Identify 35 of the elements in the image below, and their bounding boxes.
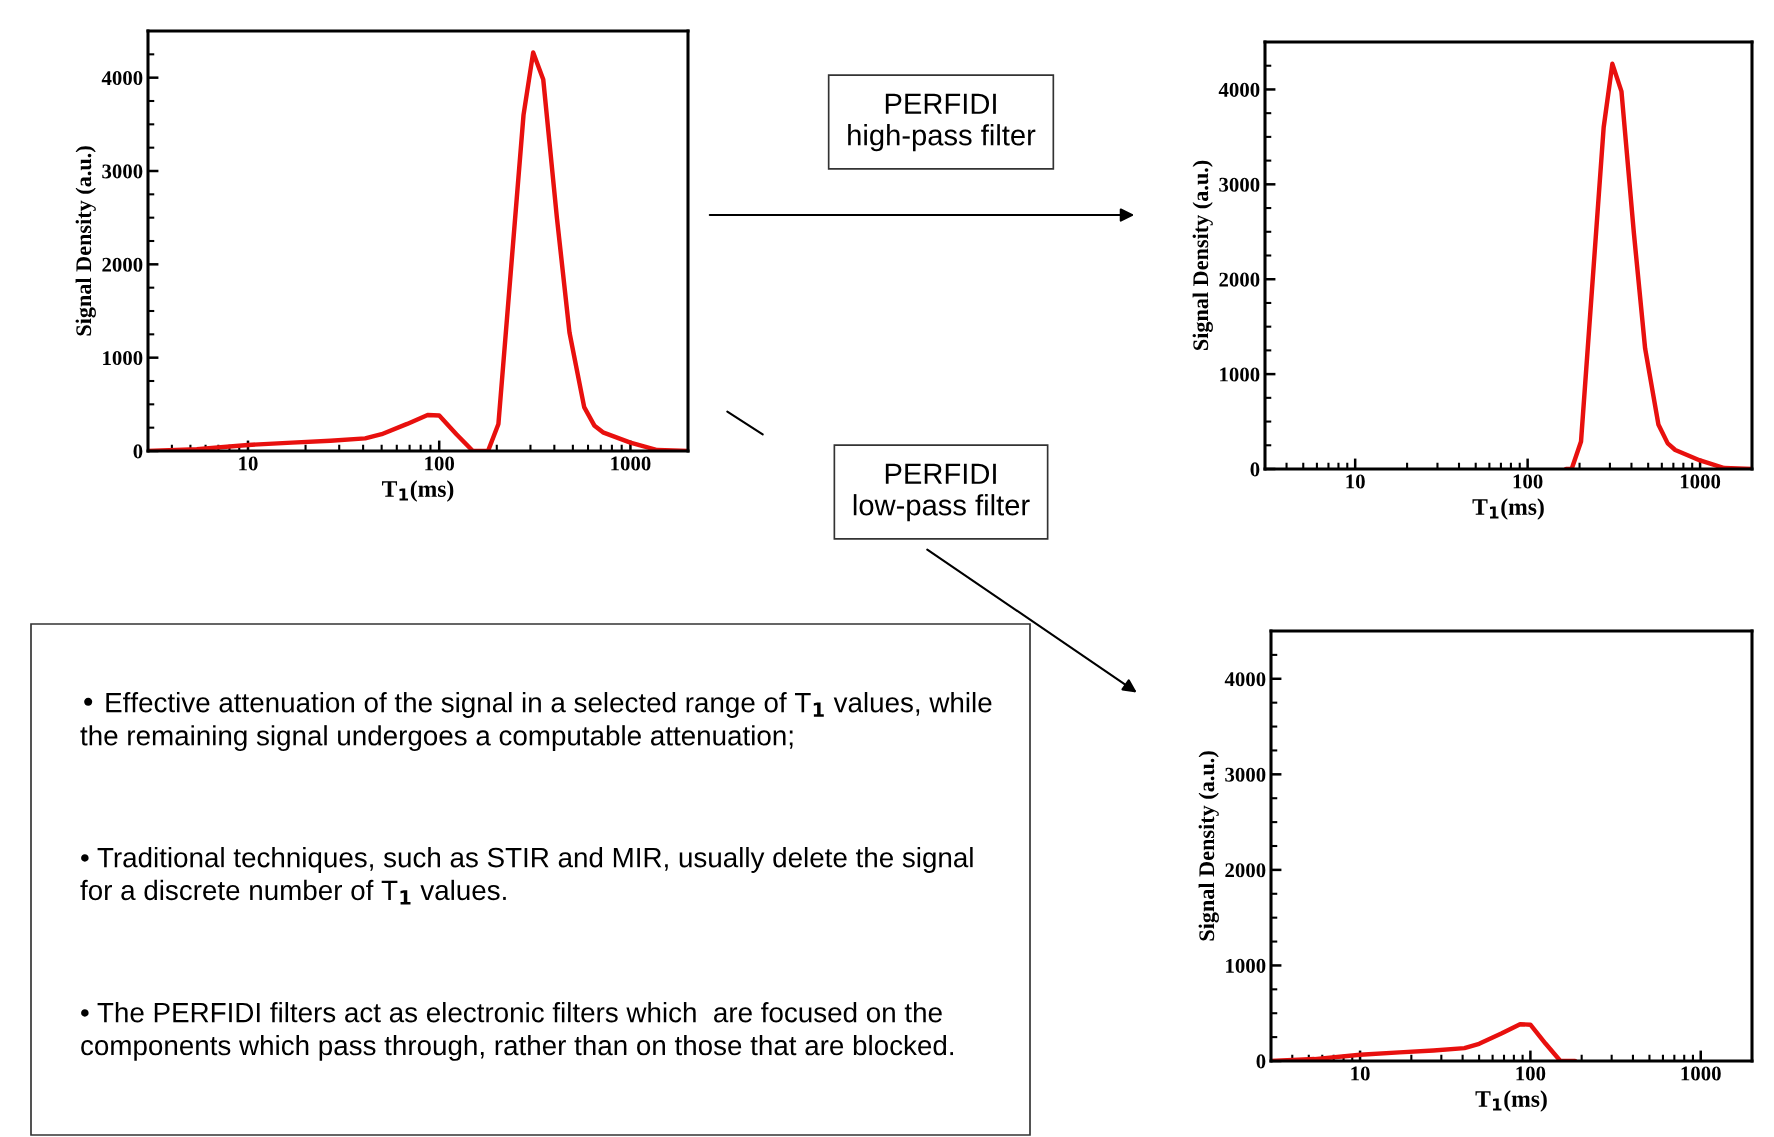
x-axis-title: T$_{1}$(ms): [382, 480, 454, 502]
x-axis-title: T$_{1}$(ms): [1472, 498, 1544, 520]
x-tick-label: 1000: [1680, 474, 1721, 489]
y-tick-label: 4000: [1224, 672, 1266, 687]
y-tick-label: 0: [1256, 1054, 1266, 1069]
y-axis-title: Signal Density (a.u.): [1192, 160, 1213, 351]
x-tick-label: 10: [1346, 474, 1365, 489]
x-tick-label: 10: [239, 456, 258, 471]
y-tick-label: 4000: [101, 71, 143, 86]
x-tick-label: 1000: [611, 456, 651, 471]
y-tick-label: 2000: [1219, 272, 1260, 287]
y-tick-label: 3000: [1225, 767, 1266, 782]
x-tick-label: 100: [1516, 1066, 1546, 1081]
y-tick-label: 1000: [1226, 958, 1266, 973]
y-tick-label: 2000: [102, 257, 143, 272]
text: • The PERFIDI filters act as electronic filters which are focused on the components which pass through, rather than on those that are blocked.: [81, 1002, 954, 1061]
y-tick-label: 0: [1250, 462, 1260, 477]
y-tick-label: 4000: [1218, 82, 1260, 97]
text: • Effective attenuation of the signal in a selected range of T$_{1}$ values, while the remaining signal undergoes a computable attenuation;: [80, 692, 992, 752]
y-tick-label: 2000: [1225, 863, 1266, 878]
y-tick-label: 1000: [103, 351, 143, 366]
y-tick-label: 0: [133, 444, 143, 459]
text: PERFIDI low-pass filter: [853, 463, 1030, 522]
y-axis-title: Signal Density (a.u.): [1198, 751, 1219, 941]
x-tick-label: 100: [1513, 474, 1543, 489]
x-tick-label: 100: [425, 456, 455, 471]
y-tick-label: 3000: [1219, 177, 1260, 192]
x-tick-label: 1000: [1681, 1066, 1721, 1081]
y-tick-label: 3000: [102, 164, 143, 179]
y-axis-title: Signal Density (a.u.): [75, 146, 96, 336]
text: PERFIDI high-pass filter: [848, 93, 1036, 152]
x-tick-label: 10: [1351, 1066, 1370, 1081]
x-axis-title: T$_{1}$(ms): [1475, 1090, 1547, 1112]
y-tick-label: 1000: [1220, 367, 1260, 382]
text: • Traditional techniques, such as STIR and MIR, usually delete the signal for a discrete number of T$_{1}$ values.: [80, 847, 973, 905]
